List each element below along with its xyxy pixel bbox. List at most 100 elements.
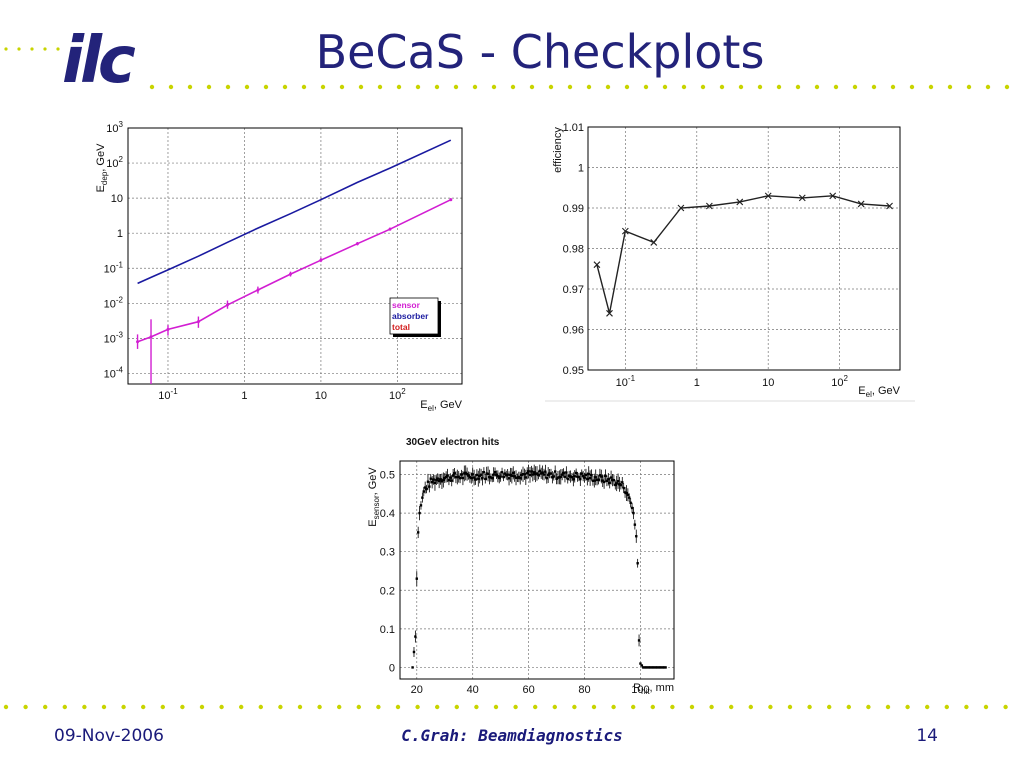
divider-dot bbox=[846, 704, 851, 710]
hit-point bbox=[657, 666, 660, 669]
hit-point bbox=[553, 470, 557, 473]
y-tick-label: 10-1 bbox=[104, 260, 124, 275]
hit-point bbox=[486, 472, 490, 476]
hit-point bbox=[468, 476, 472, 479]
hit-point bbox=[584, 473, 588, 477]
hit-point bbox=[418, 511, 421, 515]
x-tick-label: 1 bbox=[241, 390, 247, 402]
x-tick-label: 102 bbox=[831, 374, 848, 389]
hit-point bbox=[423, 486, 427, 489]
hit-point bbox=[429, 477, 432, 480]
hit-point bbox=[430, 481, 434, 484]
divider-dot bbox=[3, 704, 9, 710]
legend-entry-total: total bbox=[392, 322, 410, 332]
y-axis-label: efficiency bbox=[552, 127, 564, 173]
plot-frame bbox=[399, 460, 675, 680]
hit-point bbox=[541, 471, 544, 474]
x-tick-label: 1 bbox=[694, 377, 700, 389]
hit-point bbox=[533, 471, 536, 474]
divider-dot bbox=[807, 704, 812, 710]
divider-dot bbox=[795, 84, 801, 90]
hit-point bbox=[454, 475, 458, 479]
footer-date: 09-Nov-2006 bbox=[54, 726, 164, 746]
hit-point bbox=[415, 577, 418, 580]
divider-dot bbox=[219, 704, 224, 710]
divider-dot bbox=[729, 704, 734, 710]
divider-dot bbox=[631, 704, 636, 710]
hit-point bbox=[493, 470, 497, 474]
divider-dot bbox=[552, 704, 557, 710]
divider-dot bbox=[358, 84, 364, 90]
divider-dot bbox=[983, 704, 989, 710]
hit-point bbox=[498, 476, 501, 480]
x-axis-label: Rhit, mm bbox=[633, 682, 674, 696]
hit-point bbox=[527, 470, 530, 473]
hit-point bbox=[523, 473, 526, 476]
y-tick-label: 10-3 bbox=[104, 330, 124, 345]
hit-point bbox=[586, 477, 589, 481]
hit-point bbox=[566, 477, 569, 481]
hit-point bbox=[492, 473, 495, 476]
hit-point bbox=[520, 473, 523, 477]
hit-point bbox=[579, 477, 582, 481]
hit-point bbox=[510, 474, 514, 477]
hit-point bbox=[567, 474, 571, 478]
hit-point bbox=[526, 472, 529, 475]
divider-dot bbox=[768, 704, 773, 710]
divider-dot bbox=[670, 704, 675, 710]
y-tick-label: 0.2 bbox=[380, 585, 395, 597]
hit-point bbox=[611, 478, 614, 482]
divider-dot bbox=[263, 84, 269, 90]
chart-background bbox=[360, 430, 685, 700]
hit-point bbox=[422, 490, 425, 493]
divider-dot bbox=[866, 704, 871, 710]
divider-dot bbox=[833, 84, 839, 90]
hit-point bbox=[577, 475, 581, 479]
sensor-point bbox=[136, 340, 140, 344]
hit-point bbox=[453, 472, 456, 475]
hit-point bbox=[647, 666, 651, 669]
hit-point bbox=[581, 474, 585, 478]
y-tick-label: 0.98 bbox=[563, 244, 584, 256]
efficiency-point bbox=[886, 202, 893, 210]
hit-point bbox=[502, 475, 505, 479]
x-tick-label: 80 bbox=[578, 684, 590, 696]
sensor-point bbox=[288, 272, 292, 276]
hit-point bbox=[450, 479, 453, 482]
page-number: 14 bbox=[916, 726, 938, 746]
slide-title: BeCaS - Checkplots bbox=[316, 25, 765, 79]
hit-point bbox=[614, 483, 617, 487]
sensor-point bbox=[355, 242, 359, 246]
divider-dot bbox=[474, 704, 479, 710]
hit-point bbox=[472, 476, 476, 479]
hit-point bbox=[519, 476, 522, 480]
divider-dot bbox=[121, 704, 126, 710]
hit-point bbox=[509, 473, 512, 477]
y-tick-label: 0.3 bbox=[380, 547, 395, 559]
hit-point bbox=[569, 475, 572, 478]
sensor-point bbox=[388, 227, 392, 231]
hit-point bbox=[488, 475, 491, 479]
hit-point bbox=[531, 473, 535, 476]
hit-point bbox=[587, 472, 590, 476]
y-tick-label: 0.95 bbox=[563, 365, 584, 377]
hit-markers bbox=[411, 464, 667, 669]
y-tick-label: 0.1 bbox=[380, 624, 395, 636]
hit-point bbox=[530, 470, 533, 473]
hit-point bbox=[650, 666, 653, 669]
divider-dot bbox=[472, 84, 478, 90]
divider-dot bbox=[776, 84, 782, 90]
efficiency-point bbox=[593, 261, 601, 269]
hit-point bbox=[444, 475, 448, 479]
divider-dot bbox=[258, 704, 263, 710]
hit-point bbox=[411, 666, 414, 669]
hit-point bbox=[644, 666, 648, 669]
divider-dot bbox=[317, 704, 322, 710]
y-tick-label: 0.4 bbox=[380, 508, 395, 520]
divider-dot bbox=[966, 84, 972, 90]
hit-point bbox=[446, 474, 449, 477]
hit-point bbox=[435, 478, 438, 482]
efficiency-line bbox=[596, 195, 890, 314]
hit-point bbox=[597, 478, 600, 481]
